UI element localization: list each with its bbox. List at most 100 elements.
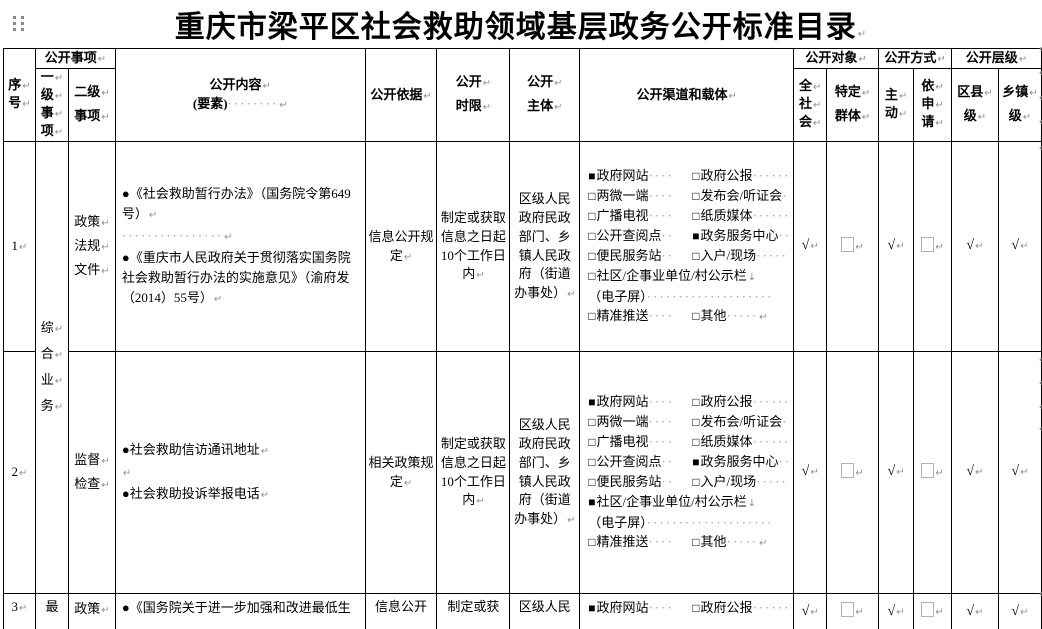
channel-label: 纸质媒体: [700, 208, 753, 223]
paragraph-mark-icon: ↵: [1020, 607, 1029, 618]
label-text: 区县: [957, 84, 984, 99]
checkbox-empty-icon: □: [692, 249, 700, 263]
label-line: 公开↵: [439, 71, 507, 95]
checkbox-empty-icon: □: [692, 535, 700, 549]
label-line: 级↵: [954, 105, 996, 129]
checkmark-icon: √: [966, 464, 975, 480]
channel-label: （电子屏）: [588, 515, 647, 530]
level-township-check-cell: √↵: [997, 141, 1042, 352]
char-text: 全: [798, 78, 812, 93]
channel-segment: □发布会/听证会·: [692, 186, 788, 206]
checkbox-empty-icon: □: [588, 535, 596, 549]
space-dots: ········: [227, 96, 279, 111]
paragraph-mark-icon: ↵: [855, 242, 864, 254]
target-all-check-cell: √↵: [793, 593, 828, 629]
channel-label: 政府公报: [700, 600, 753, 615]
paragraph-mark-icon: ↵: [97, 54, 107, 66]
empty-checkbox-icon: [841, 463, 855, 479]
header-method-active: 主↵ 动↵: [878, 68, 915, 142]
disclosure-basis-cell: 信息公开: [364, 593, 438, 629]
label-text: 级: [963, 108, 977, 123]
checkbox-empty-icon: □: [692, 395, 700, 409]
standards-directory-table: 序↵ 号↵ 公开事项↵ 公开内容↵ (要素)········↵ 公开依据↵ 公开↵…: [3, 48, 1042, 629]
header-disclosure-basis: 公开依据↵: [364, 48, 438, 142]
paragraph-mark-icon: ↵: [935, 100, 944, 111]
level2-item-cell: 政策↵ 法规↵ 文件↵: [67, 141, 116, 352]
channel-line: □便民服务站·· □入户/现场·····: [588, 472, 791, 492]
char-text: 请: [921, 114, 935, 129]
checkbox-filled-icon: ■: [692, 229, 700, 243]
method-active-check-cell: √↵: [878, 351, 915, 594]
channel-label: 其他: [700, 534, 727, 549]
paragraph-mark-icon: ↵: [476, 270, 485, 282]
header-level-township: 乡镇↵ 级↵: [997, 68, 1042, 142]
channel-segment: □社区/企事业单位/村公示栏↓: [588, 266, 756, 287]
table-row: 2↵ 监督↵ 检查↵ ●社会救助信访通讯地址↵ ↵ ●社会救助投诉举报电话↵ 相关…: [3, 351, 1042, 594]
disclosure-basis-cell: 信息公开规定↵: [364, 141, 438, 352]
checkbox-empty-icon: □: [692, 415, 700, 429]
space-dots: ····: [648, 188, 674, 203]
paragraph-mark-icon: ↵: [567, 289, 576, 301]
channel-line: ■政府网站···· □政府公报······: [588, 598, 791, 618]
paragraph-mark-icon: ↵: [858, 54, 867, 66]
vertical-char-line: 级↵: [38, 87, 66, 105]
paragraph-mark-icon: ↵: [101, 479, 110, 491]
checkbox-empty-icon: □: [588, 435, 596, 449]
channel-segment: □入户/现场·····: [692, 472, 788, 492]
header-group-row: 序↵ 号↵ 公开事项↵ 公开内容↵ (要素)········↵ 公开依据↵ 公开↵…: [3, 48, 1042, 142]
paragraph-mark-icon: ↵: [403, 251, 413, 263]
channel-segment: ■政务服务中心··: [692, 452, 791, 472]
channel-label: 两微一端: [596, 414, 649, 429]
channel-label: 广播电视: [596, 208, 649, 223]
row-end-mark-icon: ↵: [1039, 589, 1042, 600]
space-dots: ··: [661, 474, 675, 489]
label-line: 检查↵: [71, 473, 113, 497]
table-move-handle-icon[interactable]: [11, 14, 26, 33]
paragraph-mark-icon: ↵: [101, 265, 110, 277]
vertical-char-line: 请↵: [916, 114, 949, 132]
label-line: 级↵: [1001, 105, 1039, 129]
paragraph-mark-icon: ↵: [567, 515, 576, 527]
channel-segment: □纸质媒体······: [692, 206, 790, 226]
header-sub-row: 一↵ 级↵ 事↵ 项↵ 二级↵ 事项↵ 全↵ 社↵ 会↵ 特定↵ 群体↵ 主↵ 动↵ 依↵ 申↵ 请…: [4, 68, 1042, 142]
checkbox-empty-icon: □: [588, 189, 596, 203]
channel-segment: □便民服务站··: [588, 246, 692, 266]
checkbox-empty-icon: □: [692, 435, 700, 449]
paragraph-mark-icon: ↵: [101, 112, 110, 123]
label-text: 文件: [74, 261, 101, 277]
paragraph-mark-icon: ↵: [898, 91, 908, 102]
channel-segment: ■政务服务中心··: [692, 226, 791, 246]
paragraph-mark-icon: ↵: [19, 603, 28, 614]
space-dots: ······: [752, 394, 791, 409]
channel-segment: □其他·····↵: [692, 532, 767, 553]
disclosure-content-cell: ●《社会救助暂行办法》（国务院令第649号）↵ ················…: [114, 141, 366, 352]
channel-line: ■政府网站···· □政府公报······: [588, 392, 791, 412]
paragraph-mark-icon: ↵: [937, 54, 946, 66]
checkbox-empty-icon: □: [692, 189, 700, 203]
channel-label: 政务服务中心: [700, 228, 779, 243]
checkbox-empty-icon: □: [588, 209, 596, 223]
space-dots: ····: [648, 394, 674, 409]
label-line: 乡镇↵: [1001, 81, 1039, 105]
label-line: 时限↵: [439, 95, 507, 119]
label-line: 文件↵: [71, 259, 113, 283]
paragraph-mark-icon: ↵: [1022, 112, 1032, 123]
level1-item-cell: 最: [34, 593, 69, 629]
channel-segment: □其他·····↵: [692, 306, 767, 327]
space-dots: ·: [782, 188, 789, 203]
channel-label: 公开查阅点: [596, 454, 662, 469]
channel-segment: □政府公报······: [692, 598, 790, 618]
paragraph-mark-icon: ↵: [54, 109, 64, 120]
space-dots: ················: [121, 227, 224, 243]
char-text: 申: [921, 96, 935, 111]
paragraph-mark-icon: ↵: [476, 496, 485, 508]
paragraph-mark-icon: ↵: [812, 118, 822, 129]
paragraph-mark-icon: ↵: [1029, 88, 1038, 99]
vertical-char-line: 申↵: [916, 96, 949, 114]
vertical-char-line: 项↵: [38, 123, 66, 141]
method-application-check-cell: ↵: [913, 351, 952, 594]
vertical-char-line: 社↵: [796, 96, 824, 114]
paragraph-mark-icon: ↵: [898, 109, 908, 120]
vertical-char-line: 号↵: [6, 95, 33, 113]
label-text: 二级: [74, 84, 101, 99]
